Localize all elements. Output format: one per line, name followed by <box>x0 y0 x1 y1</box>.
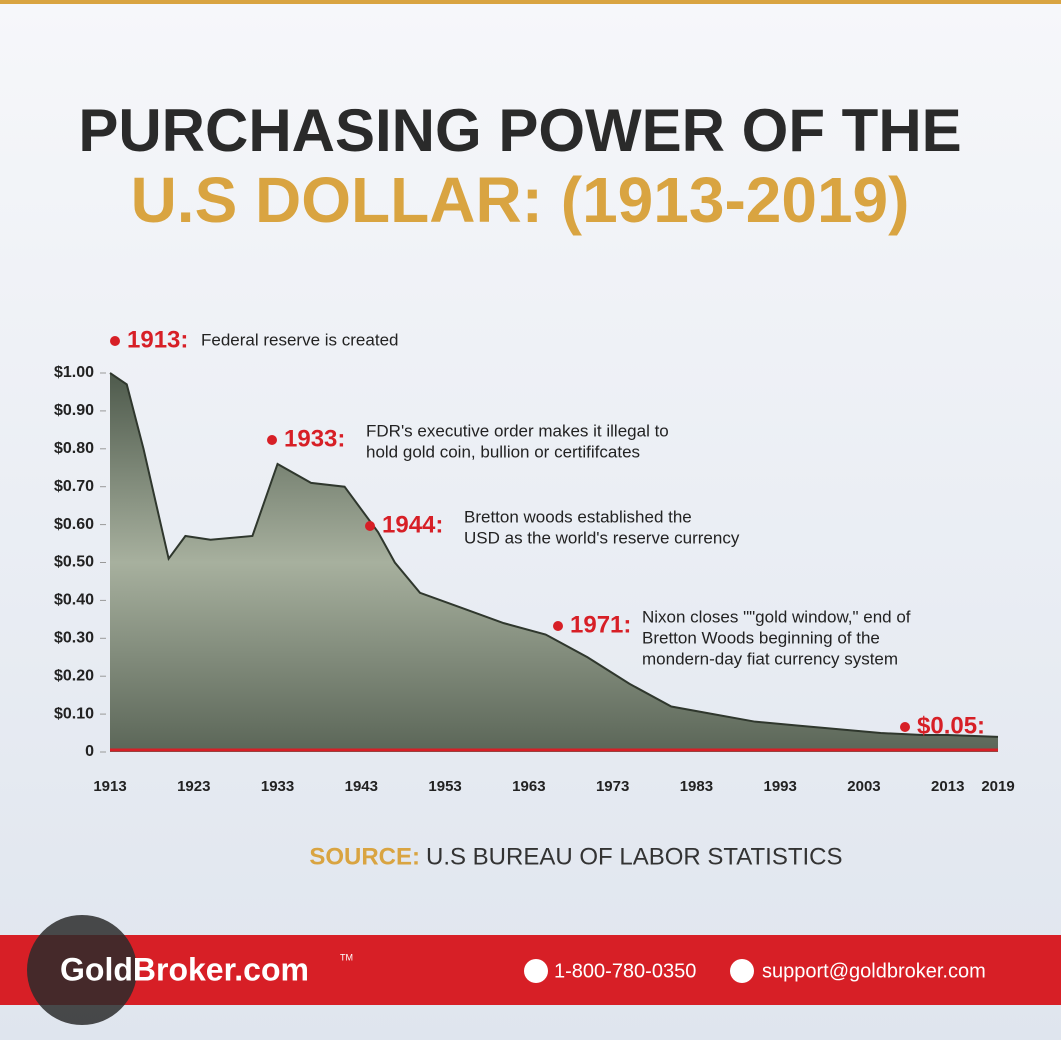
title: PURCHASING POWER OF THE <box>78 97 961 164</box>
annotation-text: USD as the world's reserve currency <box>464 528 740 547</box>
x-tick-label: 1973 <box>596 778 629 795</box>
y-tick-label: $0.80 <box>54 440 94 457</box>
x-tick-label: 1913 <box>93 778 126 795</box>
phone: 1-800-780-0350 <box>554 960 696 982</box>
area-line <box>109 372 999 738</box>
annotation-text: FDR's executive order makes it illegal t… <box>366 421 669 440</box>
brand: GoldBroker.com <box>60 951 309 987</box>
annotation-text: hold gold coin, bullion or certififcates <box>366 442 640 461</box>
x-tick-label: 2003 <box>847 778 880 795</box>
email: support@goldbroker.com <box>762 960 986 982</box>
annotation-text: Federal reserve is created <box>201 330 398 349</box>
annotation-text: mondern-day fiat currency system <box>642 649 898 668</box>
y-tick-label: $0.50 <box>54 554 94 571</box>
y-tick-label: 0 <box>85 743 94 760</box>
y-tick-label: $0.40 <box>54 592 94 609</box>
x-tick-label: 1953 <box>428 778 461 795</box>
y-tick-label: $1.00 <box>54 364 94 381</box>
y-tick-label: $0.20 <box>54 667 94 684</box>
y-tick-label: $0.30 <box>54 630 94 647</box>
annotation-dot <box>267 435 277 445</box>
annotation-dot <box>365 521 375 531</box>
x-tick-label: 1933 <box>261 778 294 795</box>
subtitle: U.S DOLLAR: (1913-2019) <box>131 164 910 236</box>
x-tick-label: 1963 <box>512 778 545 795</box>
x-tick-label: 1923 <box>177 778 210 795</box>
annotation-label: 1913: <box>127 326 188 353</box>
source: U.S BUREAU OF LABOR STATISTICS <box>426 843 843 870</box>
area-fill <box>110 373 998 752</box>
annotation-dot <box>553 621 563 631</box>
annotation-dot <box>900 722 910 732</box>
top-border <box>0 0 1061 4</box>
annotation-text: Bretton Woods beginning of the <box>642 628 880 647</box>
x-tick-label: 1993 <box>764 778 797 795</box>
annotation-label: $0.05: <box>917 712 985 739</box>
y-tick-label: $0.90 <box>54 402 94 419</box>
trademark: TM <box>340 952 353 962</box>
y-tick-label: $0.10 <box>54 705 94 722</box>
annotation-label: 1944: <box>382 511 443 538</box>
phone-icon <box>524 959 548 983</box>
x-tick-label: 2019 <box>981 778 1014 795</box>
x-tick-label: 2013 <box>931 778 964 795</box>
annotation-label: 1971: <box>570 611 631 638</box>
annotation-dot <box>110 336 120 346</box>
x-tick-label: 1983 <box>680 778 713 795</box>
annotation-label: 1933: <box>284 425 345 452</box>
annotation-text: Bretton woods established the <box>464 507 692 526</box>
source-label: SOURCE: <box>309 843 420 870</box>
y-tick-label: $0.70 <box>54 478 94 495</box>
y-tick-label: $0.60 <box>54 516 94 533</box>
annotation-text: Nixon closes ""gold window," end of <box>642 607 911 626</box>
lens-icon <box>27 915 137 1025</box>
email-icon <box>730 959 754 983</box>
x-tick-label: 1943 <box>345 778 378 795</box>
